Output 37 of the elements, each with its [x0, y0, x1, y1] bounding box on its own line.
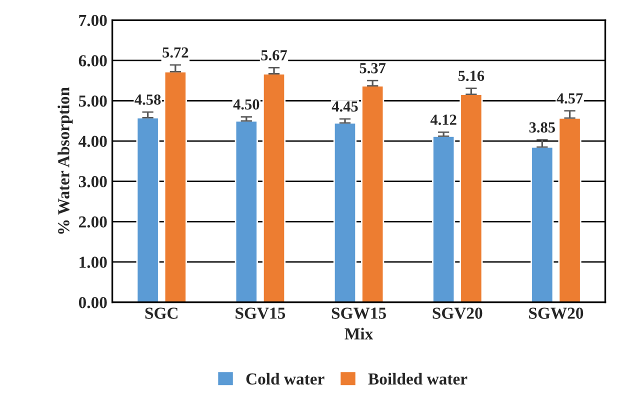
x-tick-label: SGW15	[332, 308, 386, 319]
x-axis-title: Mix	[344, 328, 374, 340]
x-tick-label: SGV15	[236, 308, 286, 319]
x-tick-label: SGC	[145, 308, 178, 319]
data-label: 3.85	[529, 122, 555, 133]
y-tick-label: 0.00	[78, 296, 107, 308]
bar	[262, 73, 286, 302]
bar	[432, 136, 456, 302]
data-label: 5.72	[162, 47, 188, 58]
bar	[460, 94, 483, 302]
y-tick-label: 3.00	[78, 176, 107, 188]
data-label: 5.16	[458, 70, 484, 82]
legend-label: Cold water	[246, 372, 324, 385]
x-tick-label: SGV20	[432, 308, 482, 319]
bar	[530, 146, 554, 302]
y-axis-title: % Water Absorption	[58, 87, 73, 234]
data-label: 5.37	[360, 63, 386, 74]
bar	[136, 116, 160, 302]
y-tick-label: 4.00	[78, 136, 107, 148]
y-tick-label: 5.00	[78, 95, 107, 107]
y-tick-label: 1.00	[80, 256, 107, 268]
y-tick-label: 7.00	[79, 14, 107, 26]
bar	[361, 85, 384, 302]
data-label: 5.67	[261, 50, 288, 60]
y-tick-label: 2.00	[78, 216, 107, 228]
data-label: 4.50	[233, 99, 260, 110]
data-label: 4.57	[556, 93, 583, 104]
bar	[558, 117, 582, 302]
x-tick-label: SGW20	[529, 308, 584, 319]
bar	[234, 120, 258, 302]
data-label: 4.58	[134, 94, 161, 105]
y-tick-label: 6.00	[78, 55, 107, 66]
data-label: 4.45	[332, 101, 358, 112]
bar	[164, 71, 187, 302]
bar	[333, 122, 357, 302]
legend-label: Boilded water	[368, 372, 468, 385]
data-label: 4.12	[430, 114, 456, 125]
